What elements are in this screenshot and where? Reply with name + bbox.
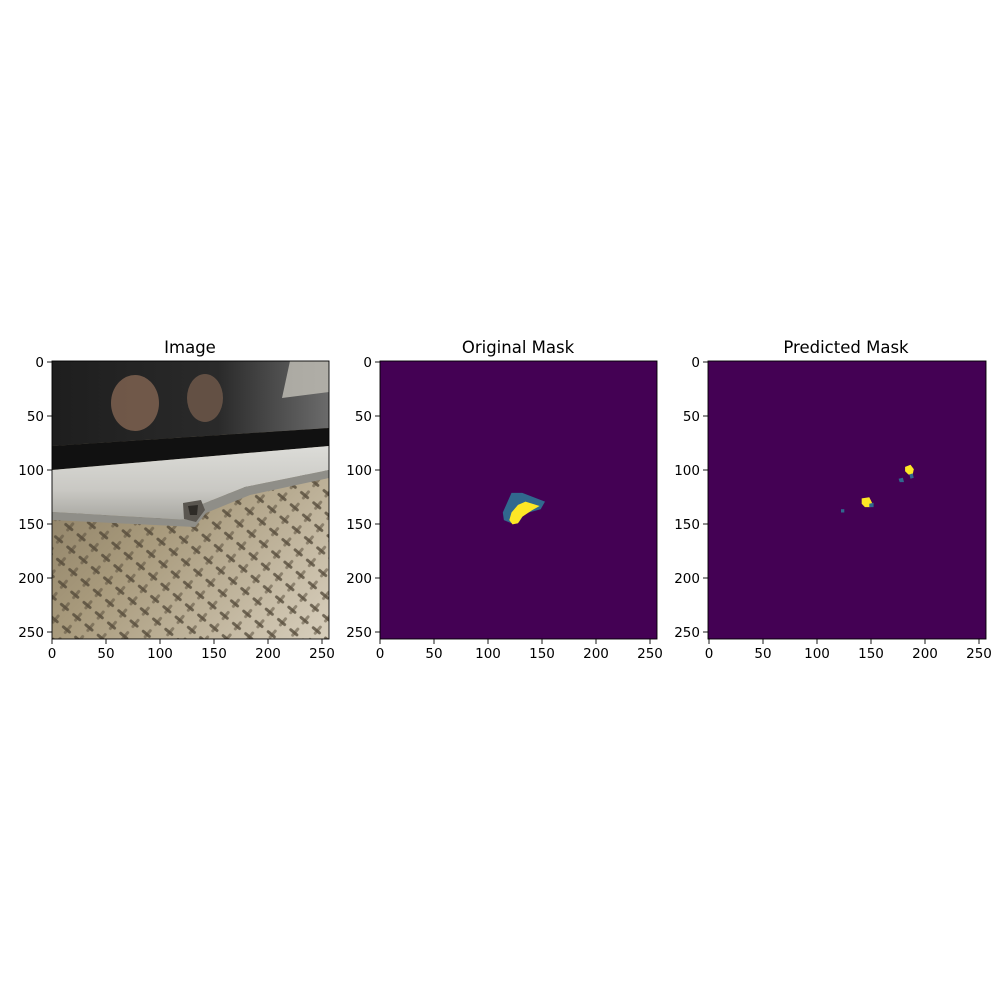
y-tick-label: 250 <box>346 625 372 641</box>
x-tick-label: 250 <box>637 646 663 662</box>
y-tick-label: 50 <box>355 409 372 425</box>
y-axis-original-mask: 0 50 100 150 200 250 <box>346 355 380 641</box>
x-tick-label: 50 <box>425 646 442 662</box>
x-axis-image: 0 50 100 150 200 250 <box>48 639 335 662</box>
x-tick-label: 150 <box>529 646 555 662</box>
x-tick-label: 200 <box>583 646 609 662</box>
y-tick-label: 200 <box>18 571 44 587</box>
panel-image: Image 0 <box>18 338 335 662</box>
mask-regions <box>502 492 545 525</box>
axes-frame-predicted-mask <box>707 360 987 640</box>
y-tick-label: 250 <box>18 625 44 641</box>
y-tick-label: 150 <box>674 517 700 533</box>
x-tick-label: 50 <box>97 646 114 662</box>
x-tick-label: 0 <box>376 646 385 662</box>
mask-region-class-2 <box>905 464 914 475</box>
x-tick-label: 250 <box>309 646 335 662</box>
x-tick-label: 100 <box>475 646 501 662</box>
x-tick-label: 100 <box>147 646 173 662</box>
y-tick-label: 0 <box>363 355 372 371</box>
x-tick-label: 100 <box>804 646 830 662</box>
x-tick-label: 200 <box>255 646 281 662</box>
panel-predicted-mask: Predicted Mask 0 50 100 150 200 250 <box>674 338 992 662</box>
panel-original-mask: Original Mask 0 50 100 150 200 250 <box>346 338 663 662</box>
panel-title-original-mask: Original Mask <box>462 338 575 357</box>
x-tick-label: 200 <box>912 646 938 662</box>
mask-region-class-1 <box>909 473 914 479</box>
y-tick-label: 50 <box>683 409 700 425</box>
photo <box>52 361 329 639</box>
x-tick-label: 0 <box>48 646 57 662</box>
mask-region-class-1 <box>841 509 845 513</box>
y-tick-label: 50 <box>27 409 44 425</box>
mask-region-class-1 <box>898 477 904 483</box>
x-tick-label: 250 <box>966 646 992 662</box>
y-tick-label: 250 <box>674 625 700 641</box>
mask-region-class-1 <box>869 502 874 508</box>
axes-frame-image <box>51 360 330 640</box>
y-axis-image: 0 50 100 150 200 250 <box>18 355 52 641</box>
x-tick-label: 50 <box>754 646 771 662</box>
x-axis-predicted-mask: 0 50 100 150 200 250 <box>705 639 992 662</box>
x-axis-original-mask: 0 50 100 150 200 250 <box>376 639 663 662</box>
y-tick-label: 0 <box>691 355 700 371</box>
y-tick-label: 100 <box>674 463 700 479</box>
y-axis-predicted-mask: 0 50 100 150 200 250 <box>674 355 708 641</box>
mask-background <box>708 361 986 639</box>
y-tick-label: 100 <box>18 463 44 479</box>
mask-regions <box>841 464 914 513</box>
y-tick-label: 200 <box>346 571 372 587</box>
y-tick-label: 150 <box>346 517 372 533</box>
mask-region-class-2 <box>509 501 540 525</box>
x-tick-label: 0 <box>705 646 714 662</box>
y-tick-label: 150 <box>18 517 44 533</box>
x-tick-label: 150 <box>858 646 884 662</box>
y-tick-label: 200 <box>674 571 700 587</box>
panel-title-image: Image <box>164 338 216 357</box>
x-tick-label: 150 <box>201 646 227 662</box>
y-tick-label: 0 <box>35 355 44 371</box>
axes-frame-original-mask <box>379 360 658 640</box>
panel-title-predicted-mask: Predicted Mask <box>783 338 909 357</box>
y-tick-label: 100 <box>346 463 372 479</box>
